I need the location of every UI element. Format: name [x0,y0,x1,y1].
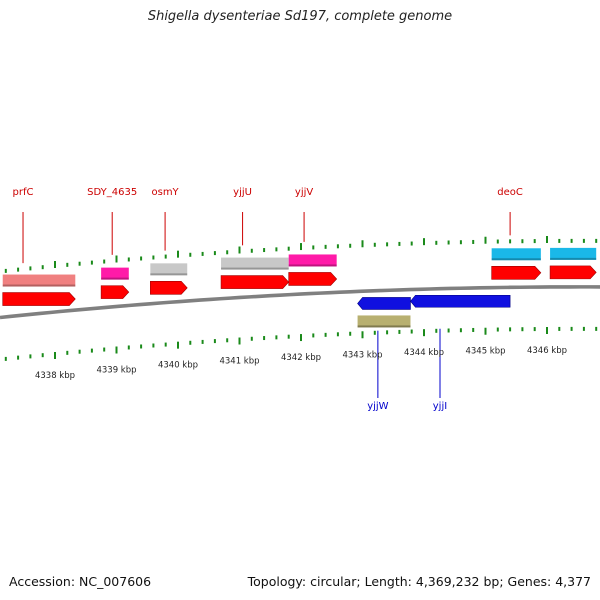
scale-label: 4345 kbp [465,347,505,357]
gene-label-yjjU: yjjU [233,187,252,198]
cds-arrow-osmY_cds [150,281,188,295]
cds-arrow-yjjU_cds [220,275,290,289]
gene-block-osmY [150,263,188,276]
cds-arrow-yjjV_cds [288,272,338,286]
gene-block-yjjU [221,257,289,270]
scale-label: 4341 kbp [219,357,259,367]
inner-tick-track [4,326,598,361]
cds-arrow-SDY_4635_cds [100,285,130,299]
gene-label-yjjI: yjjI [433,401,447,412]
gene-block-shade [491,258,541,261]
accession-text: Accession: NC_007606 [9,574,152,589]
gene-block-shade [550,257,597,260]
scale-label-layer: 4338 kbp 4339 kbp 4340 kbp 4341 kbp 4342 kbp… [35,346,567,381]
gene-block-prfC [2,274,76,287]
cds-arrow-deoC_cds [491,265,542,280]
scale-label: 4339 kbp [96,365,136,375]
cds-arrow-next_cds [549,265,597,280]
cds-block-shade [357,325,411,328]
gene-block-shade [2,284,76,287]
gene-label-deoC: deoC [497,187,523,198]
gene-arrow-yjjI [410,294,511,308]
figure-title: Shigella dysenteriae Sd197, complete gen… [147,9,453,24]
scale-label: 4338 kbp [35,371,75,381]
scale-label: 4346 kbp [527,346,567,356]
gene-block-next [550,247,597,260]
gene-block-shade [150,273,188,276]
gene-block-yjjV [288,254,337,267]
scale-label: 4342 kbp [281,353,321,363]
gene-label-osmY: osmY [151,187,179,198]
outer-tick-track [4,235,598,273]
gene-block-SDY_4635 [101,267,129,280]
gene-block-deoC [491,248,541,261]
scale-label: 4344 kbp [404,348,444,358]
gene-arrow-yjjW [357,297,411,310]
scale-label: 4340 kbp [158,361,198,371]
backbone-line [0,285,600,320]
genome-backbone [0,285,600,320]
cds-arrow-prfC_cds [2,292,76,306]
gene-block-shade [288,264,337,267]
gene-label-layer: prfC SDY_4635 osmY yjjU yjjV deoC yjjW yjjI [13,187,523,412]
scale-label: 4343 kbp [342,350,382,360]
gene-block-shade [101,277,129,280]
gene-label-yjjV: yjjV [295,187,313,198]
gene-label-prfC: prfC [13,187,34,198]
gene-block-shade [221,267,289,270]
cds-block-yjjW_cds [357,315,411,328]
topology-text: Topology: circular; Length: 4,369,232 bp… [247,574,591,589]
feature-track [2,247,597,328]
gene-label-SDY_4635: SDY_4635 [87,187,137,198]
gene-label-yjjW: yjjW [367,401,388,412]
